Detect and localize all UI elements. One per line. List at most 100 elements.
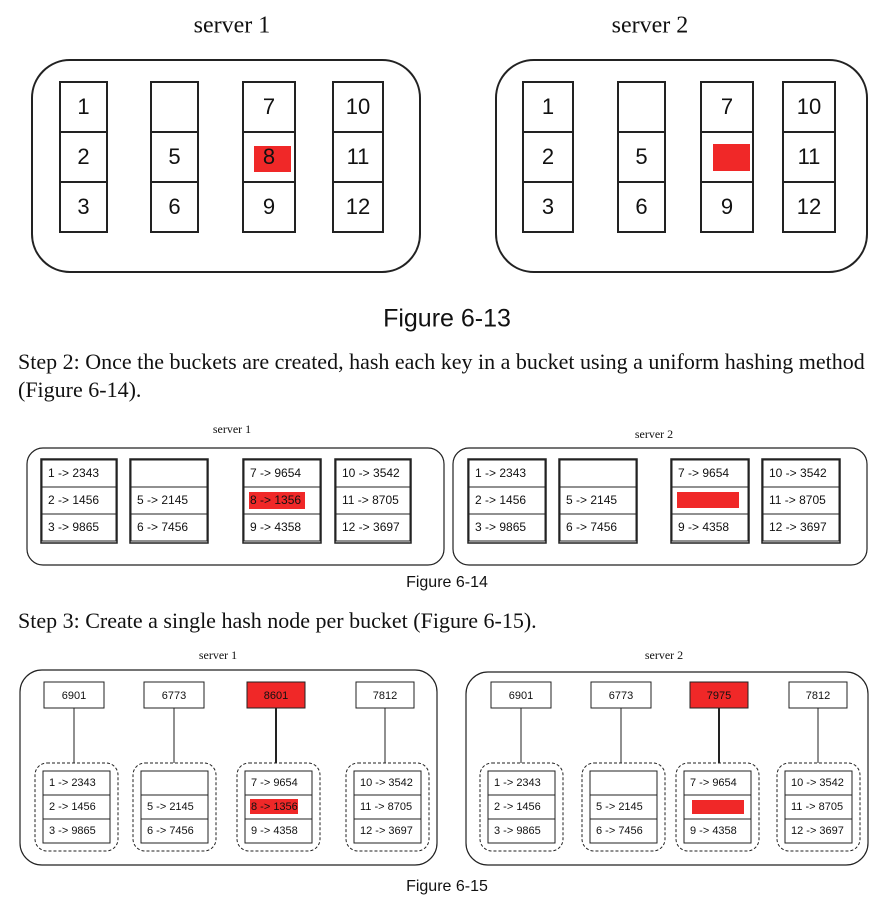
bucket-cell (41, 459, 117, 488)
key-hash-entry: 12 -> 3697 (342, 520, 400, 534)
bucket-cell (150, 181, 199, 233)
bucket-cell (559, 459, 637, 488)
bucket-cell (332, 131, 384, 183)
server-box (19, 669, 438, 866)
bucket-cell (700, 181, 754, 233)
bucket-value: 11 (798, 144, 821, 169)
bucket-value: 2 (542, 144, 554, 169)
bucket-cell (332, 181, 384, 233)
key-hash-entry: 11 -> 8705 (360, 801, 412, 813)
bucket-cell (559, 513, 637, 542)
step-2-text: Step 2: Once the buckets are created, ha… (18, 349, 865, 402)
key-hash-entry: 3 -> 9865 (49, 825, 96, 837)
bucket-cell (335, 459, 411, 488)
bucket-value: 5 (168, 144, 180, 169)
key-hash-entry: 7 -> 9654 (678, 466, 729, 480)
key-hash-entry: 5 -> 2145 (596, 801, 643, 813)
bucket-frame (129, 458, 209, 544)
bucket-cell (335, 513, 411, 542)
hash-node-value: 6901 (62, 690, 86, 702)
bucket-cell (41, 513, 117, 542)
bucket-cell (140, 818, 209, 844)
bucket-value: 10 (797, 94, 821, 119)
bucket-group (581, 762, 666, 852)
bucket-cell (683, 770, 752, 796)
bucket-cell (617, 181, 666, 233)
bucket-value: 6 (168, 194, 180, 219)
bucket-cell (671, 459, 749, 488)
server-label: server 2 (612, 13, 689, 39)
bucket-cell (762, 486, 840, 515)
bucket-cell (42, 818, 111, 844)
bucket-group (34, 762, 119, 852)
bucket-value: 3 (77, 194, 89, 219)
bucket-cell (130, 459, 208, 488)
key-hash-entry: 10 -> 3542 (791, 777, 844, 789)
key-hash-entry: 8 -> 1356 (250, 493, 301, 507)
hash-node-value: 6901 (509, 690, 533, 702)
bucket-cell (130, 513, 208, 542)
bucket-value: 11 (347, 144, 370, 169)
bucket-value: 5 (635, 144, 647, 169)
bucket-cell (782, 181, 836, 233)
server-label: server 1 (199, 648, 237, 662)
bucket-cell (784, 818, 853, 844)
bucket-cell (353, 794, 422, 820)
bucket-cell (589, 770, 658, 796)
bucket-frame (558, 458, 638, 544)
hash-node-value: 6773 (162, 690, 186, 702)
highlight-mark (692, 800, 744, 814)
key-hash-entry: 9 -> 4358 (250, 520, 301, 534)
hash-node-value: 7812 (806, 690, 830, 702)
hash-node (355, 681, 415, 709)
key-hash-entry: 3 -> 9865 (475, 520, 526, 534)
bucket-cell (522, 131, 574, 183)
server-box (452, 447, 868, 566)
bucket-frame (467, 458, 547, 544)
bucket-group (236, 762, 321, 852)
bucket-frame (670, 458, 750, 544)
key-hash-entry: 9 -> 4358 (690, 825, 737, 837)
hash-node (143, 681, 205, 709)
hash-node (590, 681, 652, 709)
hash-node (490, 681, 552, 709)
key-hash-entry: 2 -> 1456 (48, 493, 99, 507)
bucket-cell (150, 81, 199, 133)
key-hash-entry: 9 -> 4358 (251, 825, 298, 837)
bucket-value: 1 (542, 94, 554, 119)
server-box (495, 59, 868, 273)
bucket-cell (589, 794, 658, 820)
bucket-group (479, 762, 564, 852)
key-hash-entry: 5 -> 2145 (566, 493, 617, 507)
bucket-cell (59, 181, 108, 233)
key-hash-entry: 10 -> 3542 (342, 466, 400, 480)
bucket-value: 12 (797, 194, 821, 219)
bucket-cell (784, 794, 853, 820)
highlight-mark (254, 146, 291, 172)
key-hash-entry: 5 -> 2145 (147, 801, 194, 813)
bucket-cell (242, 81, 296, 133)
server-label: server 1 (213, 422, 251, 436)
server-label: server 1 (194, 13, 271, 39)
bucket-cell (617, 81, 666, 133)
bucket-cell (784, 770, 853, 796)
highlight-mark (250, 799, 298, 814)
key-hash-entry: 1 -> 2343 (494, 777, 541, 789)
key-hash-entry: 6 -> 7456 (596, 825, 643, 837)
bucket-cell (589, 818, 658, 844)
key-hash-entry: 3 -> 9865 (48, 520, 99, 534)
key-hash-entry: 2 -> 1456 (49, 801, 96, 813)
bucket-group (132, 762, 217, 852)
key-hash-entry: 6 -> 7456 (147, 825, 194, 837)
bucket-cell (617, 131, 666, 183)
bucket-cell (468, 513, 546, 542)
bucket-group (776, 762, 861, 852)
bucket-cell (150, 131, 199, 183)
hash-node-value: 7812 (373, 690, 397, 702)
bucket-value: 6 (635, 194, 647, 219)
bucket-value: 12 (346, 194, 370, 219)
key-hash-entry: 11 -> 8705 (791, 801, 843, 813)
bucket-value: 2 (77, 144, 89, 169)
bucket-frame (761, 458, 841, 544)
